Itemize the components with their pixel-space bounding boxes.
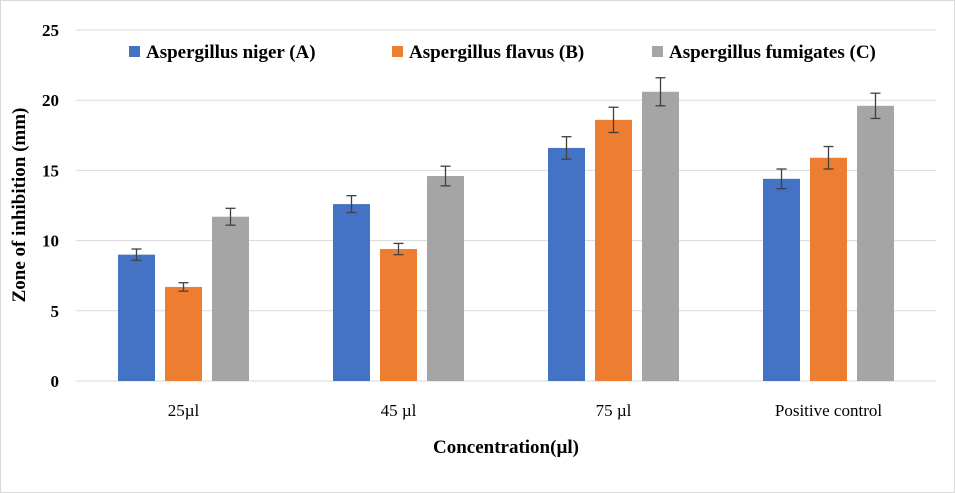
error-bar	[178, 282, 189, 292]
bar-1-2	[333, 204, 370, 381]
x-tick-label: Positive control	[775, 401, 882, 420]
legend-label: Aspergillus niger (A)	[146, 42, 316, 63]
error-bar	[655, 77, 666, 107]
error-bar	[346, 195, 357, 214]
legend-label: Aspergillus flavus (B)	[409, 42, 584, 63]
bars	[118, 91, 894, 381]
bar-3-2	[427, 176, 464, 381]
x-tick-labels: 25µl 45 µl 75 µl Positive control	[168, 401, 883, 420]
bar-2-2	[380, 249, 417, 381]
bar-3-1	[212, 216, 249, 381]
error-bars	[131, 77, 881, 292]
bar-1-1	[118, 254, 155, 381]
error-bar	[561, 136, 572, 160]
legend-label: Aspergillus fumigates (C)	[669, 42, 876, 63]
error-bar	[608, 106, 619, 134]
x-axis-title: Concentration(µl)	[433, 437, 579, 458]
y-tick-label: 25	[42, 21, 59, 40]
x-tick-label: 45 µl	[381, 401, 417, 420]
error-bar	[870, 92, 881, 120]
gridlines	[76, 29, 936, 382]
error-bar	[776, 168, 787, 190]
bar-2-3	[595, 119, 632, 381]
y-tick-labels: 0 5 10 15 20 25	[42, 21, 59, 391]
y-tick-label: 20	[42, 91, 59, 110]
bar-1-4	[763, 178, 800, 381]
error-bar	[131, 248, 142, 261]
y-tick-label: 10	[42, 232, 59, 251]
legend: Aspergillus niger (A) Aspergillus flavus …	[129, 42, 876, 63]
legend-swatch	[652, 46, 663, 57]
legend-swatch	[129, 46, 140, 57]
error-bar	[440, 165, 451, 187]
legend-item: Aspergillus niger (A)	[129, 42, 316, 63]
legend-item: Aspergillus fumigates (C)	[652, 42, 876, 63]
error-bar	[225, 207, 236, 226]
legend-item: Aspergillus flavus (B)	[392, 42, 584, 63]
y-tick-label: 15	[42, 161, 59, 180]
bar-3-4	[857, 105, 894, 381]
bar-2-1	[165, 286, 202, 381]
y-tick-label: 0	[51, 372, 60, 391]
y-axis-title: Zone of inhibition (mm)	[9, 108, 30, 303]
error-bar	[393, 242, 404, 256]
x-tick-label: 75 µl	[596, 401, 632, 420]
y-tick-label: 5	[51, 302, 60, 321]
legend-swatch	[392, 46, 403, 57]
bar-3-3	[642, 91, 679, 381]
x-tick-label: 25µl	[168, 401, 200, 420]
bar-2-4	[810, 157, 847, 381]
bar-1-3	[548, 147, 585, 381]
error-bar	[823, 145, 834, 170]
